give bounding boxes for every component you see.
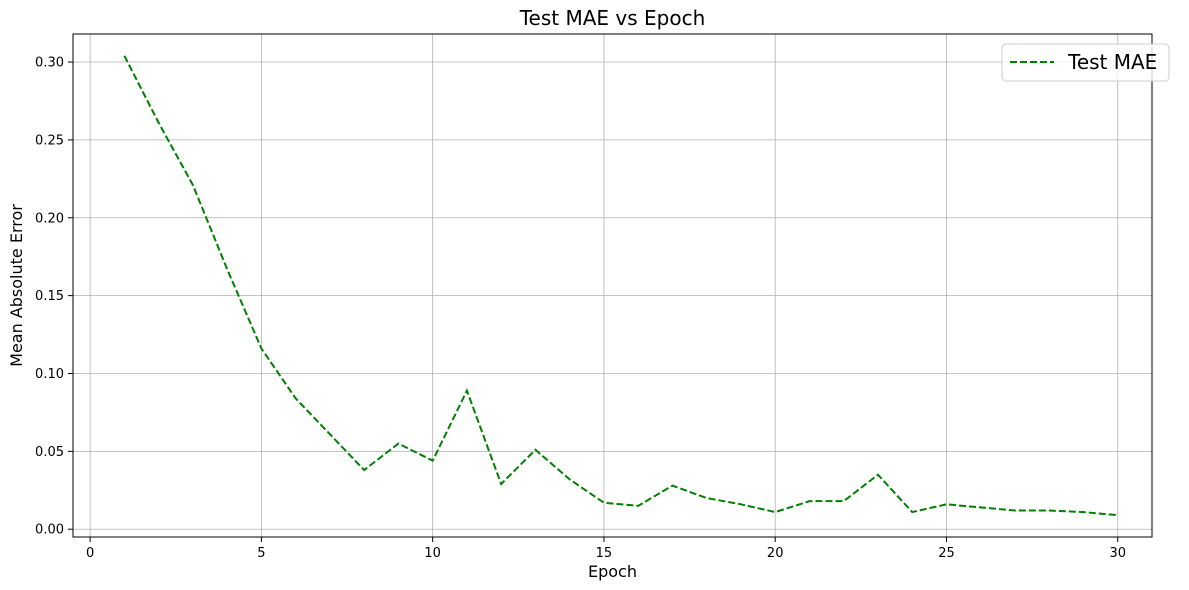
data-point [121,53,127,59]
data-point [156,120,162,126]
data-point [806,498,812,504]
x-tick-label: 15 [596,546,613,561]
axis-ticks: 0 5 10 15 20 25 30 0.00 0.05 0.10 0.15 0.20 0.25 0.30 [35,56,1126,561]
data-point [361,467,367,473]
series-layer [121,53,1121,518]
data-point [1080,509,1086,515]
x-tick-label: 5 [257,546,265,561]
data-point [498,481,504,487]
data-point [909,509,915,515]
grid-lines [73,34,1152,537]
data-point [258,346,264,352]
y-tick-label: 0.25 [35,133,64,148]
data-point [395,441,401,447]
data-point [1046,508,1052,514]
data-point [1012,508,1018,514]
series-line-test-mae [123,55,1118,517]
data-point [875,472,881,478]
x-tick-label: 10 [424,546,441,561]
y-tick-label: 0.00 [35,523,64,538]
data-point [738,501,744,507]
legend: Test MAE [1001,43,1170,82]
data-point [224,266,230,272]
data-point [464,388,470,394]
plot-frame [72,33,1153,538]
y-tick-label: 0.05 [35,445,64,460]
y-tick-label: 0.30 [35,56,64,71]
x-tick-label: 0 [86,546,94,561]
data-point [430,458,436,464]
data-point [772,509,778,515]
x-axis-label: Epoch [588,562,637,581]
y-tick-label: 0.15 [35,289,64,304]
y-tick-label: 0.20 [35,211,64,226]
data-point [669,483,675,489]
data-point [327,431,333,437]
legend-label-test-mae: Test MAE [1067,50,1157,74]
data-point [190,182,196,188]
y-tick-label: 0.10 [35,367,64,382]
data-point [943,501,949,507]
data-point [567,476,573,482]
data-point [704,495,710,501]
x-tick-label: 30 [1109,546,1126,561]
x-tick-label: 25 [938,546,955,561]
data-point [978,504,984,510]
data-point [293,395,299,401]
y-axis-label: Mean Absolute Error [7,204,26,367]
data-point [532,447,538,453]
data-point [1115,512,1121,518]
chart-title: Test MAE vs Epoch [519,6,706,30]
x-tick-label: 20 [767,546,784,561]
data-point [635,503,641,509]
data-point [601,500,607,506]
legend-box [1001,43,1170,82]
data-point [841,498,847,504]
